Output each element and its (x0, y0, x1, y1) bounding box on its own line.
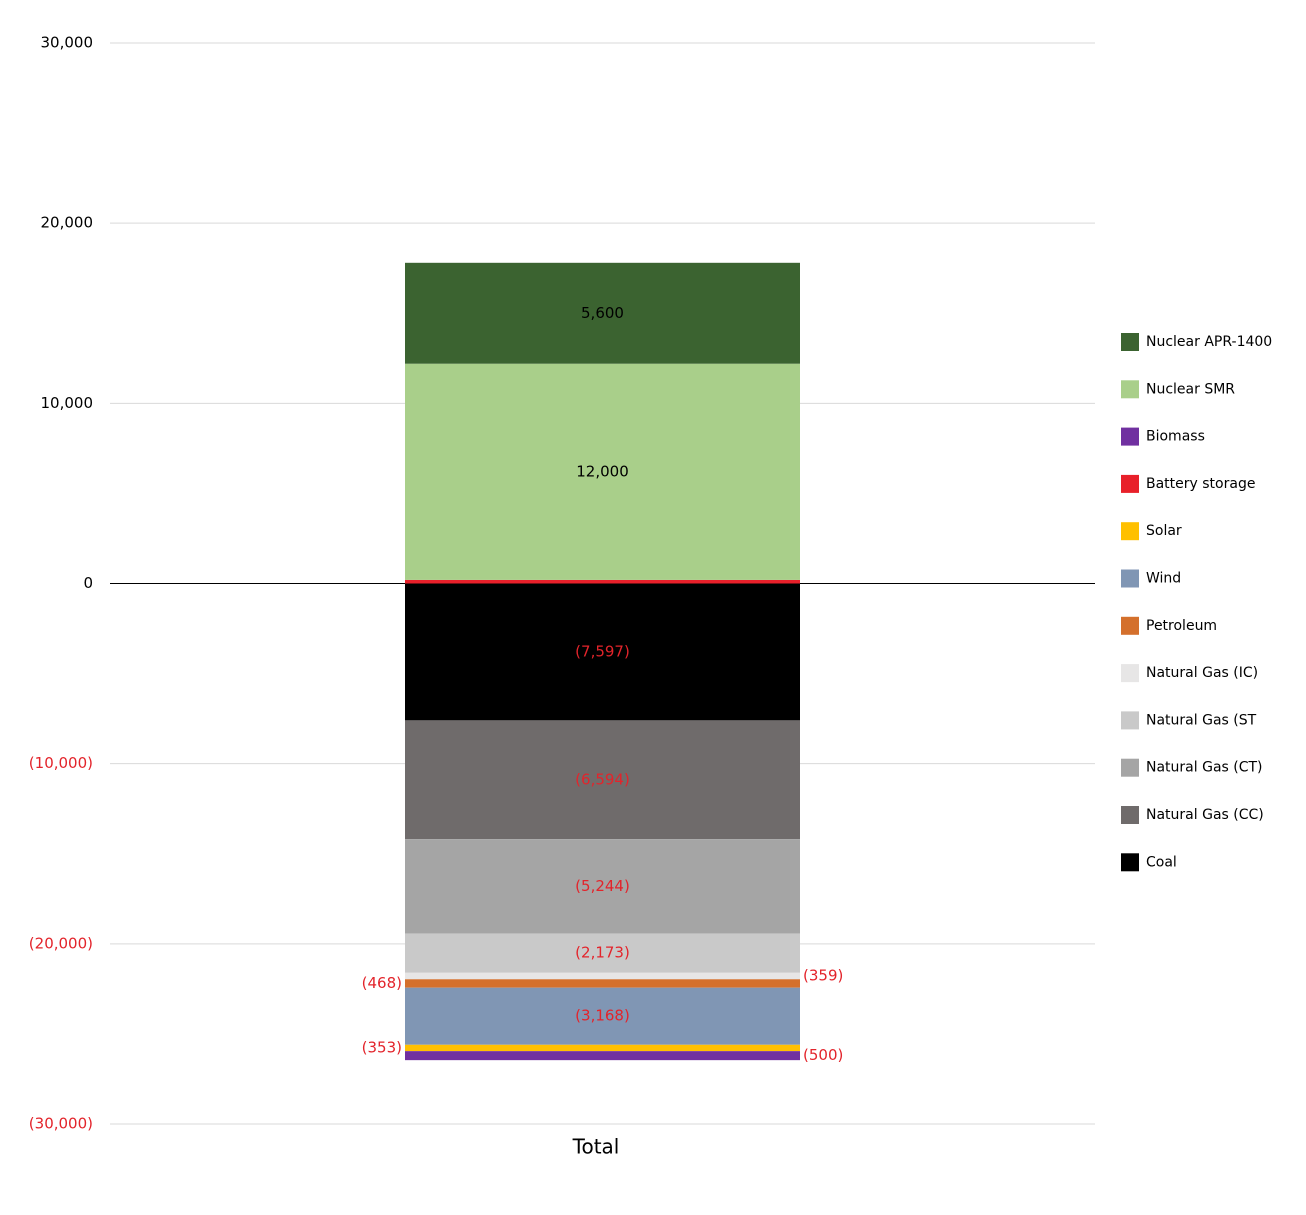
legend-label: Natural Gas (IC) (1146, 665, 1258, 681)
legend-swatch (1121, 853, 1139, 872)
x-tick-label: Total (572, 1135, 620, 1159)
y-tick-label: (10,000) (29, 754, 93, 772)
legend-label: Natural Gas (CT) (1146, 760, 1263, 776)
data-label: 5,600 (581, 304, 624, 322)
bar-segment (405, 839, 800, 934)
bar-segment (405, 979, 800, 988)
y-tick-label: 10,000 (41, 394, 94, 412)
legend-swatch (1121, 380, 1139, 399)
bar-segment (405, 1044, 800, 1052)
bar-segment (405, 1051, 800, 1061)
data-label: 12,000 (576, 462, 629, 480)
y-tick-label: 20,000 (41, 214, 94, 232)
legend-label: Nuclear SMR (1146, 381, 1235, 397)
bar-segment (405, 262, 800, 364)
legend-label: Natural Gas (ST (1146, 712, 1257, 728)
legend-swatch (1121, 474, 1139, 493)
legend-swatch (1121, 616, 1139, 635)
data-label: (6,594) (575, 770, 630, 788)
bar-segment (405, 583, 800, 721)
bar-segment (405, 972, 800, 980)
legend-swatch (1121, 711, 1139, 730)
bar-segment (405, 987, 800, 1045)
legend-label: Solar (1146, 523, 1182, 539)
legend-swatch (1121, 427, 1139, 446)
legend-label: Coal (1146, 854, 1177, 870)
legend-label: Biomass (1146, 429, 1205, 445)
y-tick-label: (20,000) (29, 934, 93, 952)
legend-swatch (1121, 664, 1139, 683)
bar-segment (405, 363, 800, 580)
data-label: (359) (803, 967, 843, 985)
data-label: (7,597) (575, 642, 630, 660)
data-label: (3,168) (575, 1007, 630, 1025)
legend-label: Natural Gas (CC) (1146, 807, 1264, 823)
legend-label: Nuclear APR-1400 (1146, 334, 1272, 350)
y-tick-label: 0 (83, 574, 93, 592)
legend-label: Wind (1146, 571, 1181, 587)
legend-label: Petroleum (1146, 618, 1217, 634)
bar-segment (405, 579, 800, 584)
data-label: (5,244) (575, 877, 630, 895)
data-label: (353) (362, 1038, 402, 1056)
y-tick-label: 30,000 (41, 34, 94, 52)
data-label: (2,173) (575, 944, 630, 962)
bar-segment (405, 720, 800, 840)
y-tick-label: (30,000) (29, 1115, 93, 1133)
legend-swatch (1121, 569, 1139, 588)
data-label: (500) (803, 1046, 843, 1064)
legend-swatch (1121, 806, 1139, 824)
legend-swatch (1121, 522, 1139, 541)
data-label: (468) (362, 974, 402, 992)
legend-swatch (1121, 333, 1139, 351)
bar-segment (405, 933, 800, 973)
legend-swatch (1121, 758, 1139, 777)
legend-label: Battery storage (1146, 476, 1255, 492)
